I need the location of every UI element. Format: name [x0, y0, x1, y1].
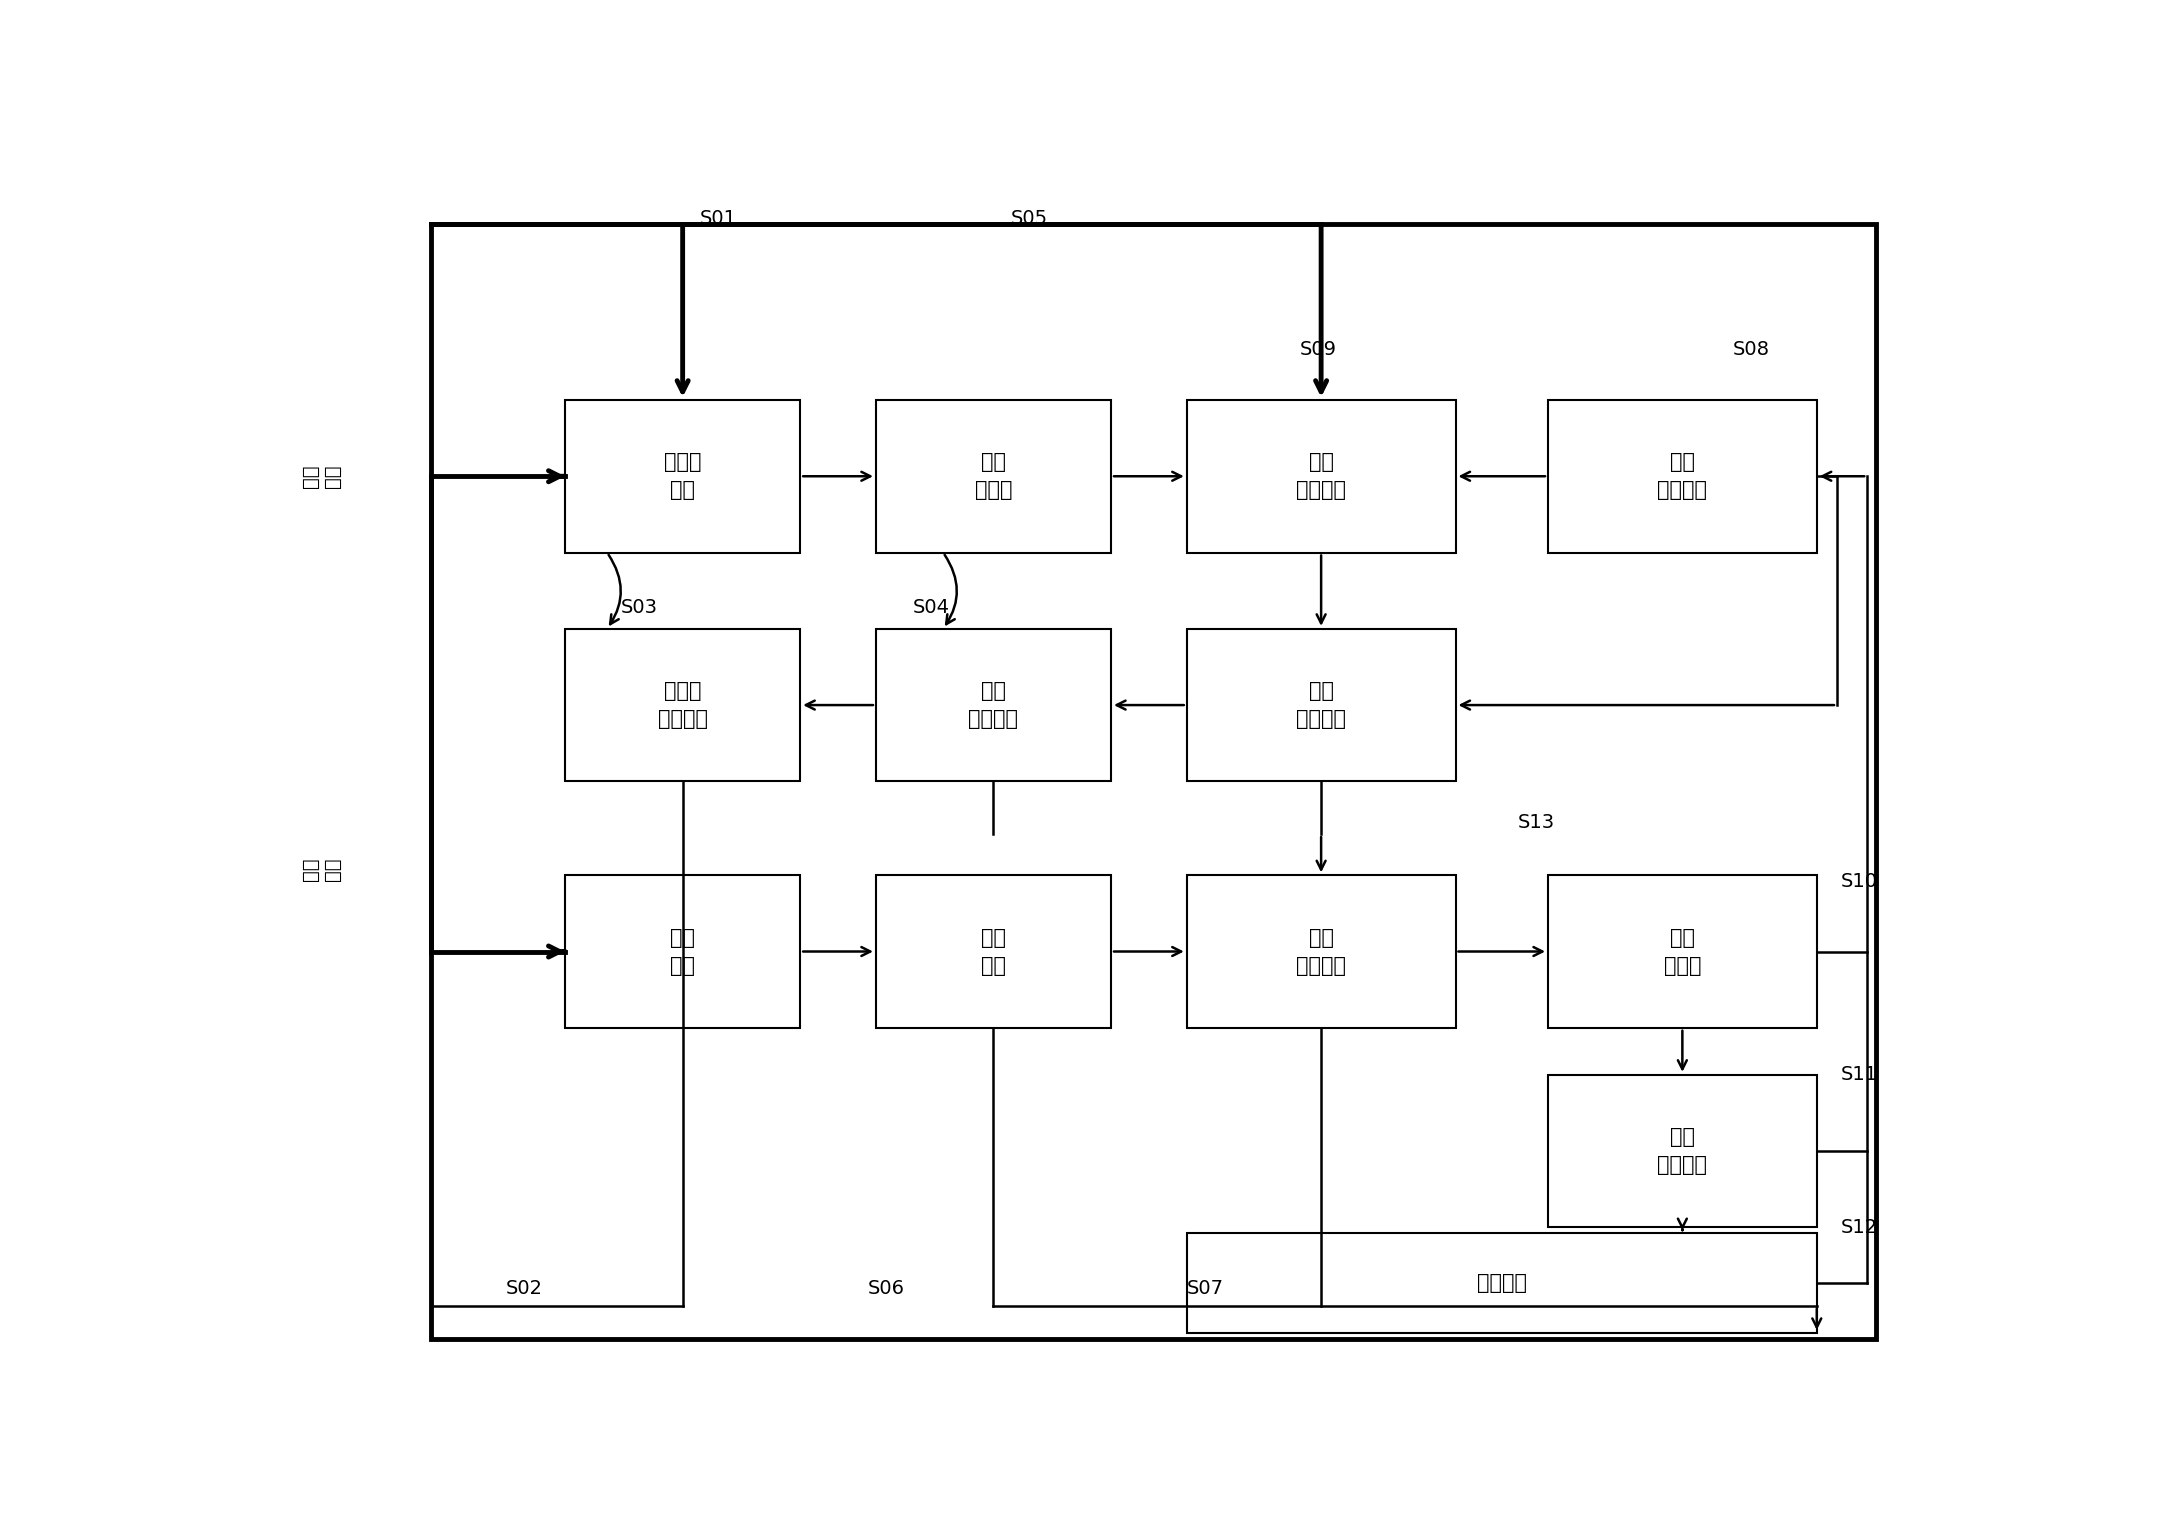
- Text: S06: S06: [867, 1279, 904, 1298]
- Text: 计算
马赫数: 计算 马赫数: [1663, 928, 1702, 975]
- FancyBboxPatch shape: [566, 399, 800, 553]
- FancyBboxPatch shape: [876, 399, 1110, 553]
- Text: S07: S07: [1186, 1279, 1223, 1298]
- FancyBboxPatch shape: [1186, 399, 1455, 553]
- Text: 能量
守恒方程: 能量 守恒方程: [969, 681, 1019, 728]
- FancyBboxPatch shape: [1186, 1233, 1817, 1334]
- FancyBboxPatch shape: [876, 629, 1110, 782]
- Text: S08: S08: [1732, 340, 1769, 360]
- FancyBboxPatch shape: [876, 875, 1110, 1027]
- Text: S01: S01: [700, 209, 737, 227]
- Text: 分子量
数据: 分子量 数据: [663, 453, 702, 500]
- Text: S03: S03: [620, 599, 657, 617]
- Text: 计算
壁面摩擦: 计算 壁面摩擦: [1656, 1128, 1708, 1175]
- Text: 炙値
数据: 炙値 数据: [670, 928, 696, 975]
- FancyBboxPatch shape: [1548, 875, 1817, 1027]
- FancyBboxPatch shape: [1548, 399, 1817, 553]
- FancyBboxPatch shape: [566, 875, 800, 1027]
- Text: 计算
壁面热流: 计算 壁面热流: [1296, 681, 1346, 728]
- Text: 流道
面度: 流道 面度: [301, 465, 343, 488]
- Text: 各组分
质量分数: 各组分 质量分数: [657, 681, 707, 728]
- Text: 壁面
压力: 壁面 压力: [301, 858, 343, 881]
- Text: S09: S09: [1299, 340, 1335, 360]
- Text: 燃气
分子量: 燃气 分子量: [976, 453, 1012, 500]
- Text: 燃气
炙値: 燃气 炙値: [980, 928, 1006, 975]
- Text: S11: S11: [1841, 1065, 1877, 1084]
- Text: S10: S10: [1841, 872, 1877, 890]
- FancyBboxPatch shape: [566, 629, 800, 782]
- Text: S13: S13: [1518, 812, 1554, 832]
- FancyBboxPatch shape: [1186, 875, 1455, 1027]
- FancyBboxPatch shape: [1548, 1074, 1817, 1227]
- Text: 计算
当地声速: 计算 当地声速: [1296, 928, 1346, 975]
- Text: 动量方程: 动量方程: [1476, 1273, 1526, 1292]
- Text: 流量
守恒方程: 流量 守恒方程: [1656, 453, 1708, 500]
- Text: S12: S12: [1841, 1218, 1877, 1237]
- Text: S02: S02: [507, 1279, 544, 1298]
- Text: 气体
状态方程: 气体 状态方程: [1296, 453, 1346, 500]
- Text: S04: S04: [913, 599, 950, 617]
- FancyBboxPatch shape: [1186, 629, 1455, 782]
- Text: S05: S05: [1010, 209, 1047, 227]
